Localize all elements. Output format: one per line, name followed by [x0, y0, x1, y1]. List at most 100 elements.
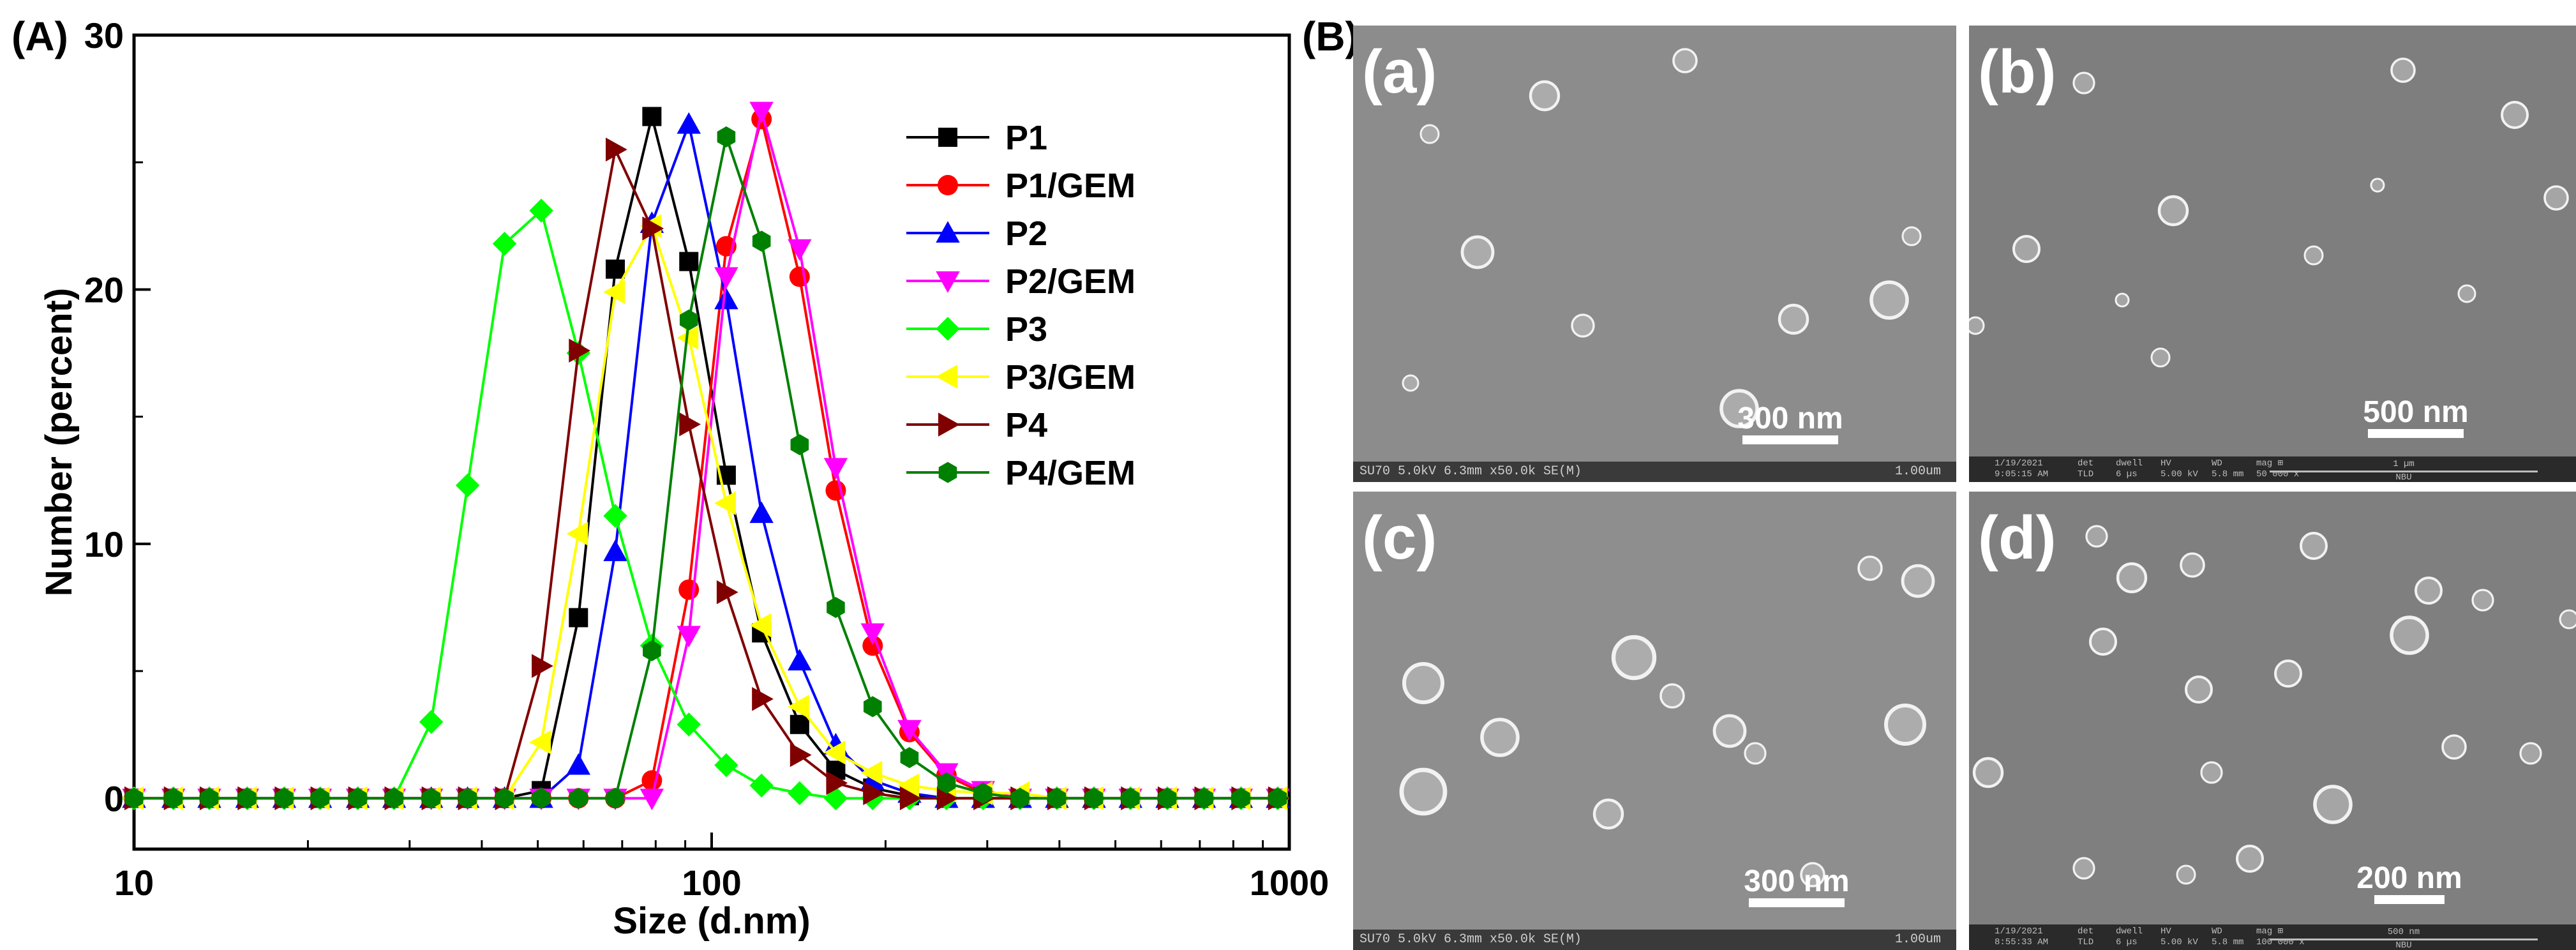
sem-footer-info: SU70 5.0kV 6.3mm x50.0k SE(M)	[1359, 464, 1582, 479]
data-point	[749, 102, 774, 124]
nanoparticle	[2543, 185, 2569, 211]
data-point	[679, 309, 698, 331]
nanoparticle	[2236, 845, 2264, 873]
data-point	[1195, 787, 1213, 809]
info-date: 1/19/2021	[1995, 926, 2043, 937]
data-point	[603, 504, 627, 528]
legend-label: P3	[1005, 310, 1047, 349]
data-point	[860, 760, 883, 785]
nanoparticle	[2274, 660, 2302, 688]
info-label: dwell	[2116, 926, 2143, 937]
nanoparticle	[2085, 525, 2108, 548]
scale-bar	[1749, 898, 1845, 907]
nanoparticle	[2390, 615, 2429, 655]
sem-particles	[1402, 48, 1922, 428]
data-point	[714, 491, 736, 515]
nanoparticle	[1402, 662, 1444, 704]
sem-image-letter: (c)	[1362, 504, 1437, 572]
sem-footer: SU70 5.0kV 6.3mm x50.0k SE(M) 1.00um	[1353, 930, 1956, 950]
data-point	[1011, 787, 1030, 809]
data-point	[897, 773, 919, 798]
legend-marker	[936, 317, 960, 341]
sem-panel-label: (B)	[1302, 13, 1359, 59]
data-point	[790, 743, 812, 767]
legend-marker	[936, 271, 960, 293]
data-point	[275, 787, 294, 809]
nanoparticle	[1744, 742, 1767, 765]
info-time: 9:05:15 AM	[1995, 469, 2049, 479]
data-point	[862, 635, 883, 656]
nanoparticle	[1778, 303, 1809, 335]
data-point	[1232, 787, 1250, 809]
data-point	[1158, 787, 1177, 809]
nanoparticle	[1712, 714, 1747, 748]
sem-image-a: (a) 300 nm SU70 5.0kV 6.3mm x50.0k SE(M)…	[1353, 26, 1956, 482]
data-point	[677, 112, 701, 134]
info-date: 1/19/2021	[1995, 458, 2043, 469]
sem-image-b: (b) 500 nm 1/19/2021 9:05:15 AM det TLD dw…	[1969, 26, 2576, 482]
info-time: 8:55:33 AM	[1995, 937, 2049, 947]
scale-bar-group: 300 nm	[1730, 402, 1851, 444]
info-label: det	[2078, 926, 2094, 937]
legend-marker	[938, 128, 957, 147]
legend-label: P4/GEM	[1005, 454, 1135, 492]
info-label: mag ⊞	[2256, 458, 2284, 469]
nanoparticle	[2519, 742, 2542, 765]
data-point	[237, 787, 257, 809]
info-value: 5.8 mm	[2212, 469, 2244, 479]
data-point	[569, 608, 588, 628]
nanoparticle	[1969, 316, 1985, 335]
info-scale: 500 nm NBU	[2270, 927, 2538, 950]
sem-footer-scale: 1.00um	[1894, 464, 1941, 479]
data-point	[678, 579, 700, 600]
nanoparticle	[2471, 589, 2494, 612]
info-value: TLD	[2078, 937, 2094, 947]
data-point	[495, 787, 514, 809]
data-point	[716, 580, 738, 605]
data-point	[788, 781, 812, 806]
scale-bar	[2374, 895, 2445, 904]
nanoparticle	[1672, 48, 1698, 73]
nanoparticle	[1480, 718, 1520, 757]
nanoparticle	[1884, 704, 1926, 746]
sem-image-letter: (a)	[1362, 38, 1437, 106]
sem-footer-scale: 1.00um	[1894, 932, 1941, 947]
nanoparticle	[2180, 552, 2205, 578]
data-point	[826, 771, 848, 795]
data-point	[714, 287, 738, 310]
data-point	[900, 747, 919, 769]
nanoparticle	[1592, 798, 1624, 830]
nanoparticle	[1719, 389, 1759, 428]
info-value: TLD	[2078, 469, 2094, 479]
data-point	[605, 259, 625, 279]
data-point	[714, 267, 738, 289]
data-point	[863, 781, 885, 806]
data-point	[823, 740, 846, 765]
scale-bar-label: 300 nm	[1737, 402, 1843, 435]
data-point	[566, 753, 591, 775]
info-value: 6 µs	[2116, 937, 2138, 947]
sem-image-d: (d) 200 nm 1/19/2021 8:55:33 AM det TLD dw…	[1969, 492, 2576, 950]
scale-bar-group: 300 nm	[1736, 865, 1857, 907]
legend-marker	[938, 175, 958, 195]
data-point	[642, 107, 662, 126]
data-point	[385, 787, 403, 809]
data-point	[1121, 787, 1140, 809]
data-point	[124, 787, 144, 809]
info-label: WD	[2212, 458, 2222, 469]
data-point	[419, 710, 444, 734]
nanoparticle	[1419, 124, 1440, 144]
info-scale-label: 1 µm	[2393, 459, 2415, 469]
x-tick-label: 1000	[1250, 863, 1328, 903]
data-point	[899, 786, 922, 811]
data-point	[677, 712, 701, 737]
scale-bar-label: 200 nm	[2356, 861, 2462, 895]
nanoparticle	[2089, 628, 2117, 656]
legend-marker	[936, 221, 960, 243]
chart-panel-label: (A)	[11, 13, 68, 59]
legend-label: P2/GEM	[1005, 262, 1135, 301]
x-axis-label: Size (d.nm)	[613, 900, 810, 942]
nanoparticle	[2176, 864, 2196, 885]
nanoparticle	[2415, 577, 2443, 605]
info-brand: NBU	[2395, 472, 2412, 482]
